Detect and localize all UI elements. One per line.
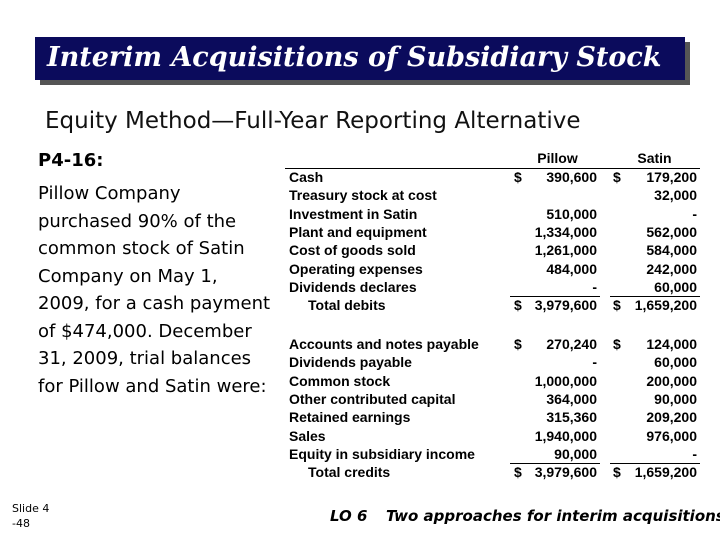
amount: 1,659,200 bbox=[634, 464, 697, 481]
total-rule bbox=[610, 463, 700, 465]
row-label: Treasury stock at cost bbox=[289, 187, 437, 204]
amount: 1,334,000 bbox=[534, 223, 597, 240]
amount: 364,000 bbox=[546, 390, 597, 407]
column-header: Pillow bbox=[537, 150, 578, 166]
row-label: Investment in Satin bbox=[289, 205, 418, 222]
header-rule bbox=[285, 168, 700, 169]
lo-label: LO 6 bbox=[330, 507, 368, 525]
amount: - bbox=[592, 278, 597, 295]
page-number: -48 bbox=[12, 517, 30, 530]
amount: 270,240 bbox=[546, 336, 597, 352]
amount: - bbox=[692, 205, 697, 222]
amount: - bbox=[592, 354, 597, 371]
amount: - bbox=[692, 445, 697, 462]
row-label: Retained earnings bbox=[289, 409, 411, 426]
row-label: Accounts and notes payable bbox=[289, 336, 479, 352]
row-label: Common stock bbox=[289, 372, 391, 389]
total-rule bbox=[610, 296, 700, 298]
currency-symbol: $ bbox=[613, 297, 621, 314]
row-label: Equity in subsidiary income bbox=[289, 445, 475, 462]
amount: 200,000 bbox=[646, 372, 697, 389]
amount: 3,979,600 bbox=[534, 297, 597, 314]
currency-symbol: $ bbox=[514, 297, 522, 314]
amount: 90,000 bbox=[554, 445, 597, 462]
currency-symbol: $ bbox=[514, 169, 522, 185]
currency-symbol: $ bbox=[514, 464, 522, 481]
row-label: Sales bbox=[289, 427, 326, 444]
problem-text: Pillow Company purchased 90% of the comm… bbox=[38, 183, 271, 397]
amount: 179,200 bbox=[646, 169, 697, 185]
column-header: Satin bbox=[637, 150, 672, 166]
title: Interim Acquisitions of Subsidiary Stock bbox=[47, 42, 662, 73]
row-label: Plant and equipment bbox=[289, 223, 427, 240]
amount: 315,360 bbox=[546, 409, 597, 426]
title-bar bbox=[35, 37, 685, 80]
currency-symbol: $ bbox=[514, 336, 522, 352]
amount: 976,000 bbox=[646, 427, 697, 444]
amount: 584,000 bbox=[646, 242, 697, 259]
subtitle: Equity Method—Full-Year Reporting Altern… bbox=[45, 108, 581, 134]
row-label: Total credits bbox=[308, 464, 391, 481]
row-label: Cost of goods sold bbox=[289, 242, 416, 259]
amount: 242,000 bbox=[646, 260, 697, 277]
problem-label: P4-16: bbox=[38, 150, 104, 171]
currency-symbol: $ bbox=[613, 169, 621, 185]
amount: 32,000 bbox=[654, 187, 697, 204]
currency-symbol: $ bbox=[613, 464, 621, 481]
amount: 390,600 bbox=[546, 169, 597, 185]
amount: 209,200 bbox=[646, 409, 697, 426]
row-label: Total debits bbox=[308, 297, 386, 314]
amount: 562,000 bbox=[646, 223, 697, 240]
amount: 1,659,200 bbox=[634, 297, 697, 314]
slide-number: Slide 4 bbox=[12, 502, 50, 515]
amount: 60,000 bbox=[654, 354, 697, 371]
row-label: Dividends payable bbox=[289, 354, 412, 371]
amount: 60,000 bbox=[654, 278, 697, 295]
amount: 510,000 bbox=[546, 205, 597, 222]
footer-note: Two approaches for interim acquisitions. bbox=[386, 507, 720, 525]
amount: 1,000,000 bbox=[534, 372, 597, 389]
amount: 1,940,000 bbox=[534, 427, 597, 444]
total-rule bbox=[510, 463, 600, 465]
amount: 90,000 bbox=[654, 390, 697, 407]
row-label: Other contributed capital bbox=[289, 390, 456, 407]
total-rule bbox=[510, 296, 600, 298]
amount: 1,261,000 bbox=[534, 242, 597, 259]
amount: 484,000 bbox=[546, 260, 597, 277]
amount: 3,979,600 bbox=[534, 464, 597, 481]
row-label: Operating expenses bbox=[289, 260, 423, 277]
currency-symbol: $ bbox=[613, 336, 621, 352]
row-label: Dividends declares bbox=[289, 278, 417, 295]
row-label: Cash bbox=[289, 169, 324, 185]
amount: 124,000 bbox=[646, 336, 697, 352]
